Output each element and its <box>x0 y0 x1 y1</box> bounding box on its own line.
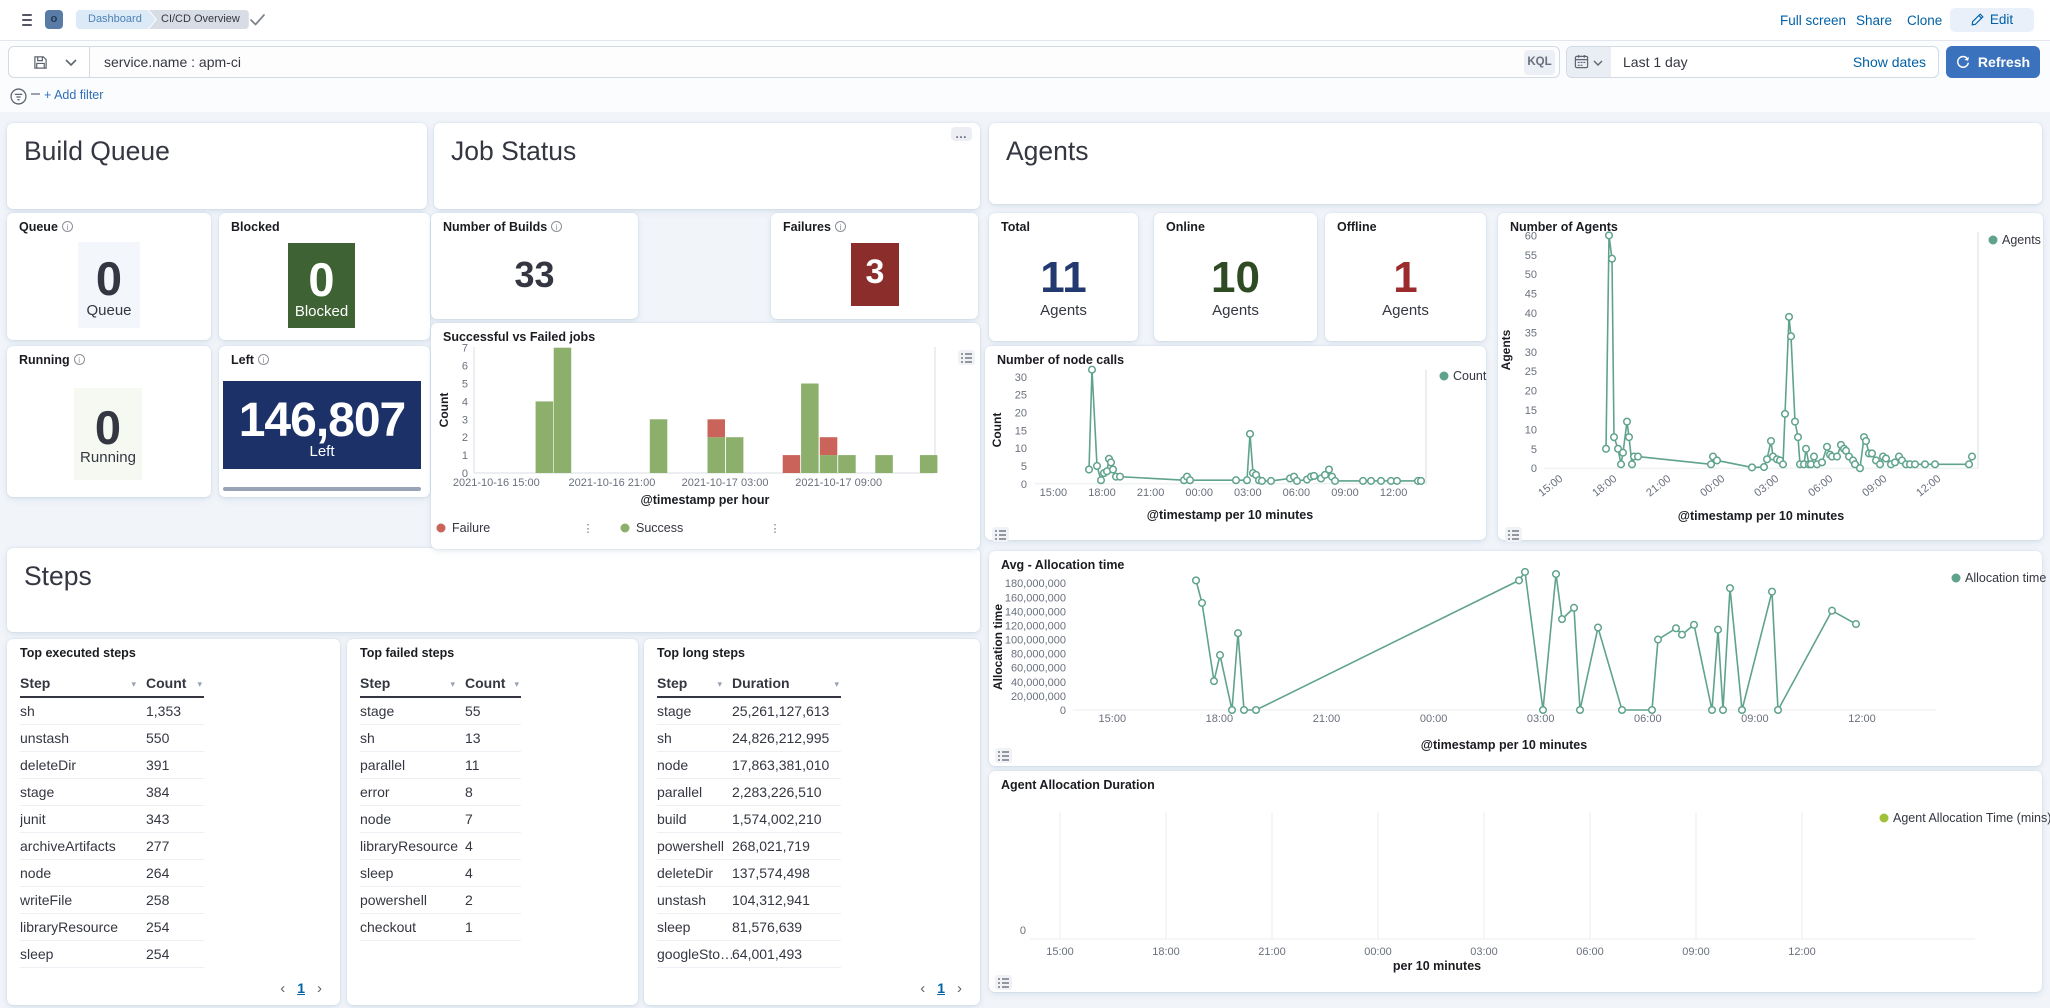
svg-text:0: 0 <box>1020 925 1026 937</box>
svg-text:180,000,000: 180,000,000 <box>1005 578 1066 590</box>
svg-text:21:00: 21:00 <box>1313 713 1341 725</box>
svg-text:15: 15 <box>1015 425 1027 437</box>
svg-text:0: 0 <box>1531 463 1537 475</box>
svg-text:35: 35 <box>1525 327 1537 339</box>
svg-text:21:00: 21:00 <box>1137 487 1165 499</box>
svg-text:60: 60 <box>1525 230 1537 242</box>
svg-text:09:00: 09:00 <box>1682 946 1710 958</box>
svg-text:2021-10-16 21:00: 2021-10-16 21:00 <box>568 477 655 489</box>
svg-text:100,000,000: 100,000,000 <box>1005 635 1066 647</box>
svg-text:5: 5 <box>1021 461 1027 473</box>
svg-text:25: 25 <box>1015 390 1027 402</box>
svg-text:Allocation time: Allocation time <box>1965 571 2046 585</box>
svg-text:15:00: 15:00 <box>1046 946 1074 958</box>
svg-text:160,000,000: 160,000,000 <box>1005 592 1066 604</box>
svg-text:03:00: 03:00 <box>1234 487 1262 499</box>
svg-text:5: 5 <box>1531 444 1537 456</box>
svg-text:140,000,000: 140,000,000 <box>1005 606 1066 618</box>
svg-text:30: 30 <box>1525 347 1537 359</box>
svg-text:40: 40 <box>1525 308 1537 320</box>
svg-text:15: 15 <box>1525 405 1537 417</box>
svg-text:3: 3 <box>462 414 468 426</box>
svg-text:Agents: Agents <box>1499 329 1513 370</box>
svg-text:80,000,000: 80,000,000 <box>1011 649 1066 661</box>
svg-text:09:00: 09:00 <box>1860 473 1889 499</box>
svg-text:15:00: 15:00 <box>1536 473 1565 499</box>
svg-text:2: 2 <box>462 432 468 444</box>
svg-text:@timestamp per 10 minutes: @timestamp per 10 minutes <box>1421 738 1587 752</box>
svg-text:Count: Count <box>437 393 451 428</box>
svg-text:1: 1 <box>462 450 468 462</box>
svg-text:Count: Count <box>990 413 1004 448</box>
svg-text:⋮: ⋮ <box>770 523 781 535</box>
svg-text:21:00: 21:00 <box>1644 473 1673 499</box>
svg-text:15:00: 15:00 <box>1040 487 1068 499</box>
svg-text:09:00: 09:00 <box>1331 487 1359 499</box>
svg-text:12:00: 12:00 <box>1788 946 1816 958</box>
svg-text:50: 50 <box>1525 269 1537 281</box>
svg-text:45: 45 <box>1525 289 1537 301</box>
svg-text:12:00: 12:00 <box>1380 487 1408 499</box>
svg-text:@timestamp per hour: @timestamp per hour <box>641 493 770 507</box>
svg-text:6: 6 <box>462 361 468 373</box>
svg-text:00:00: 00:00 <box>1698 473 1727 499</box>
svg-text:20: 20 <box>1525 386 1537 398</box>
svg-text:18:00: 18:00 <box>1088 487 1116 499</box>
svg-text:Success: Success <box>636 521 683 535</box>
svg-text:@timestamp per 10 minutes: @timestamp per 10 minutes <box>1678 509 1844 523</box>
svg-text:2021-10-16 15:00: 2021-10-16 15:00 <box>453 477 540 489</box>
svg-text:0: 0 <box>1060 705 1066 717</box>
svg-text:@timestamp per 10 minutes: @timestamp per 10 minutes <box>1147 508 1313 522</box>
svg-text:12:00: 12:00 <box>1914 473 1943 499</box>
svg-text:Failure: Failure <box>452 521 490 535</box>
svg-text:40,000,000: 40,000,000 <box>1011 677 1066 689</box>
svg-text:00:00: 00:00 <box>1364 946 1392 958</box>
svg-text:55: 55 <box>1525 250 1537 262</box>
svg-text:Agents: Agents <box>2002 233 2041 247</box>
svg-text:12:00: 12:00 <box>1848 713 1876 725</box>
svg-text:Allocation time: Allocation time <box>991 604 1005 690</box>
svg-text:21:00: 21:00 <box>1258 946 1286 958</box>
svg-text:4: 4 <box>462 396 468 408</box>
svg-text:18:00: 18:00 <box>1206 713 1234 725</box>
svg-text:06:00: 06:00 <box>1806 473 1835 499</box>
svg-text:10: 10 <box>1525 424 1537 436</box>
svg-text:03:00: 03:00 <box>1752 473 1781 499</box>
svg-text:03:00: 03:00 <box>1527 713 1555 725</box>
svg-text:00:00: 00:00 <box>1420 713 1448 725</box>
svg-text:00:00: 00:00 <box>1185 487 1213 499</box>
svg-text:2021-10-17 09:00: 2021-10-17 09:00 <box>795 477 882 489</box>
svg-text:09:00: 09:00 <box>1741 713 1769 725</box>
svg-text:18:00: 18:00 <box>1590 473 1619 499</box>
svg-text:06:00: 06:00 <box>1283 487 1311 499</box>
svg-text:2021-10-17 03:00: 2021-10-17 03:00 <box>682 477 769 489</box>
svg-text:7: 7 <box>462 343 468 355</box>
svg-text:03:00: 03:00 <box>1470 946 1498 958</box>
svg-text:15:00: 15:00 <box>1099 713 1127 725</box>
svg-text:Agent Allocation Time (mins): Agent Allocation Time (mins) <box>1893 811 2050 825</box>
svg-text:06:00: 06:00 <box>1576 946 1604 958</box>
svg-text:20,000,000: 20,000,000 <box>1011 691 1066 703</box>
svg-text:Count: Count <box>1453 369 1487 383</box>
svg-text:25: 25 <box>1525 366 1537 378</box>
svg-text:0: 0 <box>1021 479 1027 491</box>
svg-text:120,000,000: 120,000,000 <box>1005 620 1066 632</box>
svg-text:20: 20 <box>1015 407 1027 419</box>
svg-text:0: 0 <box>462 468 468 480</box>
svg-text:30: 30 <box>1015 372 1027 384</box>
svg-text:18:00: 18:00 <box>1152 946 1180 958</box>
svg-text:5: 5 <box>462 379 468 391</box>
svg-text:per 10 minutes: per 10 minutes <box>1393 959 1481 973</box>
svg-text:10: 10 <box>1015 443 1027 455</box>
svg-text:60,000,000: 60,000,000 <box>1011 663 1066 675</box>
svg-text:⋮: ⋮ <box>583 523 594 535</box>
svg-text:06:00: 06:00 <box>1634 713 1662 725</box>
